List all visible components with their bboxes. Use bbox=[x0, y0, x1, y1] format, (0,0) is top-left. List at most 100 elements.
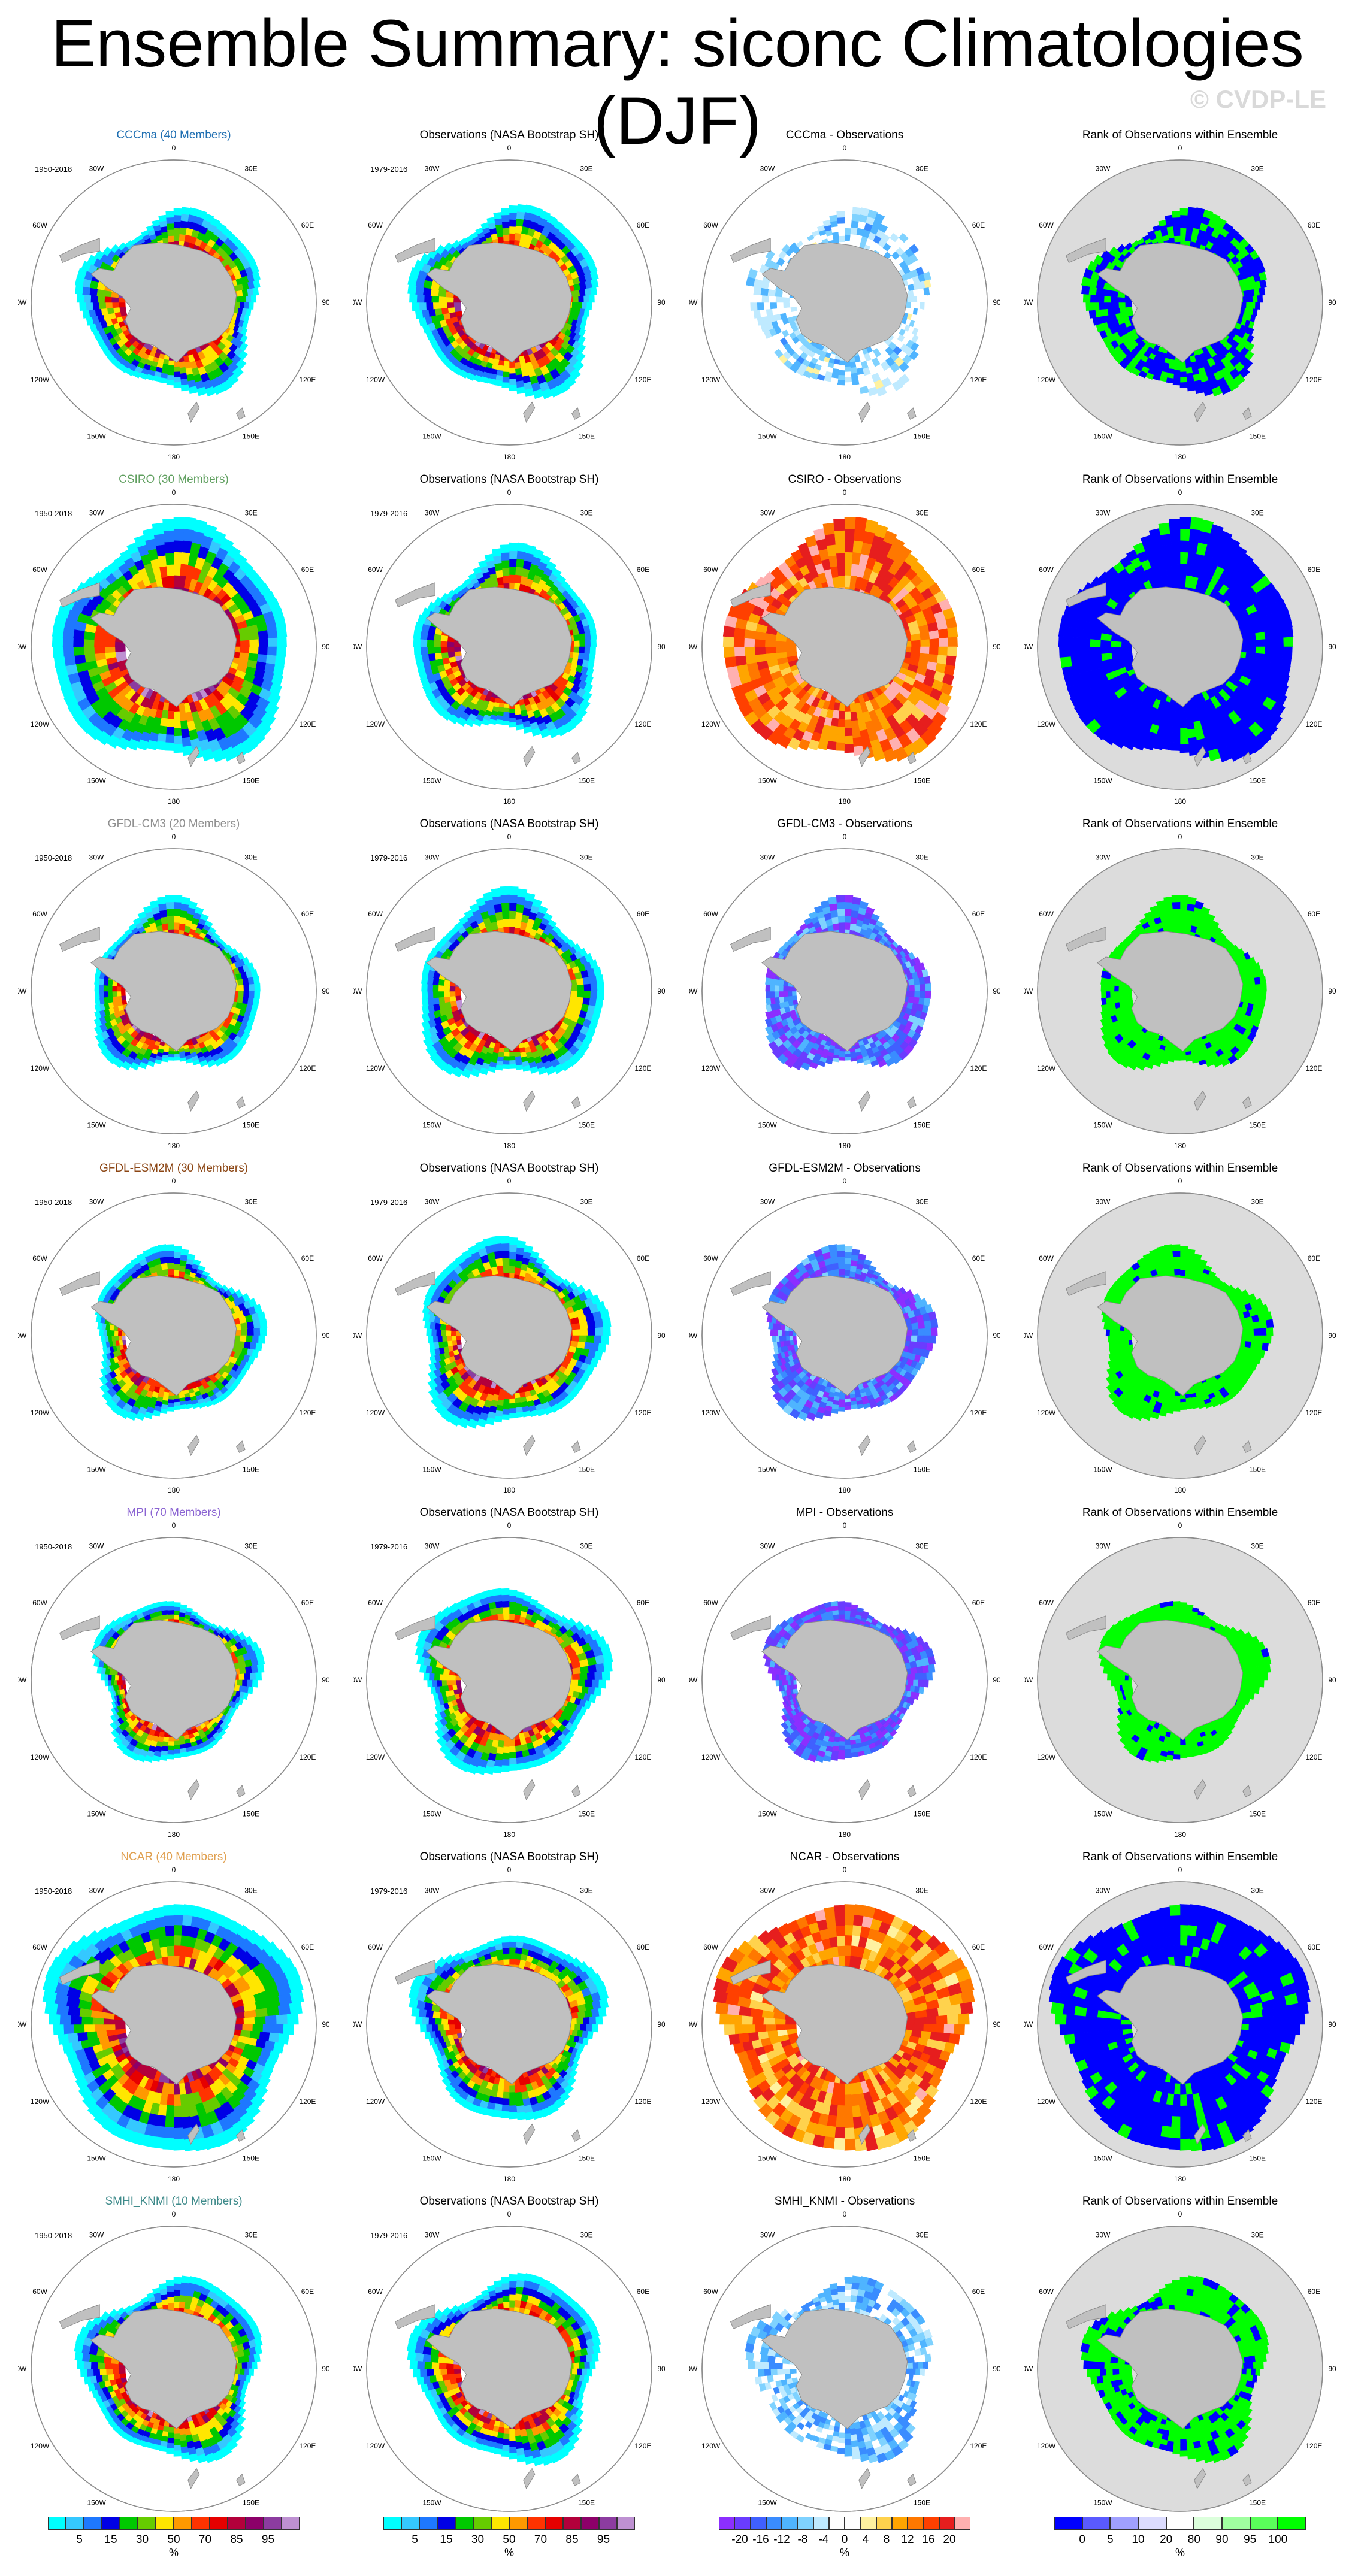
sea-ice-cell bbox=[745, 276, 755, 287]
sea-ice-cell bbox=[415, 310, 424, 319]
polar-map: 030E60E90E120E150E180150W120W90W60W30W bbox=[689, 488, 1000, 806]
sea-ice-cell bbox=[552, 925, 561, 934]
sea-ice-cell bbox=[1218, 530, 1233, 545]
map-outline bbox=[1037, 504, 1323, 790]
sea-ice-cell bbox=[591, 279, 599, 288]
panel-title: Observations (NASA Bootstrap SH) bbox=[419, 818, 599, 830]
sea-ice-cell bbox=[1070, 693, 1085, 708]
sea-ice-cell bbox=[419, 302, 427, 311]
sea-ice-cell bbox=[168, 360, 174, 366]
antarctica-land bbox=[1097, 242, 1244, 363]
sea-ice-cell bbox=[577, 991, 585, 998]
sea-ice-cell bbox=[173, 221, 182, 229]
sea-ice-cell bbox=[179, 711, 187, 722]
sea-ice-cell bbox=[1179, 540, 1190, 553]
sea-ice-cell bbox=[167, 374, 174, 381]
sea-ice-cell bbox=[173, 719, 182, 729]
sea-ice-cell bbox=[745, 654, 757, 665]
sea-ice-cell bbox=[548, 727, 560, 738]
sea-ice-cell bbox=[425, 302, 434, 310]
sea-ice-cell bbox=[1131, 240, 1139, 248]
sea-ice-cell bbox=[173, 1051, 180, 1055]
sea-ice-cell bbox=[114, 646, 126, 652]
antarctica-land bbox=[426, 242, 573, 363]
sea-ice-cell bbox=[548, 919, 557, 928]
sea-ice-cell bbox=[1166, 226, 1175, 233]
sea-ice-cell bbox=[509, 385, 518, 391]
sea-ice-cell bbox=[509, 713, 516, 719]
longitude-label: 30E bbox=[915, 509, 928, 517]
sea-ice-cell bbox=[1109, 246, 1118, 256]
sea-ice-cell bbox=[1173, 235, 1181, 243]
sea-ice-cell bbox=[438, 296, 447, 303]
sea-ice-cell bbox=[1109, 348, 1119, 358]
sea-ice-cell bbox=[532, 898, 542, 908]
sea-ice-cell bbox=[733, 637, 745, 647]
sea-ice-cell bbox=[173, 516, 186, 529]
sea-ice-cell bbox=[164, 742, 174, 751]
sea-ice-cell bbox=[850, 711, 858, 722]
sea-ice-cell bbox=[838, 370, 845, 376]
sea-ice-cell bbox=[772, 308, 779, 316]
sea-ice-cell bbox=[588, 295, 595, 303]
sea-ice-cell bbox=[77, 268, 87, 279]
sea-ice-cell bbox=[773, 246, 783, 256]
sea-ice-cell bbox=[165, 553, 174, 565]
tasmania-land bbox=[236, 1096, 246, 1109]
sea-ice-cell bbox=[854, 517, 868, 531]
sea-ice-cell bbox=[1171, 553, 1181, 565]
sea-ice-cell bbox=[509, 233, 516, 241]
sea-ice-cell bbox=[440, 646, 448, 653]
sea-ice-cell bbox=[419, 631, 428, 640]
sea-ice-cell bbox=[274, 655, 286, 667]
sea-ice-cell bbox=[509, 362, 515, 368]
sea-ice-cell bbox=[419, 638, 428, 647]
longitude-label: 120E bbox=[299, 1064, 316, 1073]
sea-ice-cell bbox=[1100, 646, 1112, 654]
longitude-label: 60W bbox=[368, 565, 383, 574]
sea-ice-cell bbox=[838, 235, 845, 243]
sea-ice-cell bbox=[214, 1057, 224, 1067]
longitude-label: 150E bbox=[578, 776, 595, 785]
sea-ice-cell bbox=[1172, 211, 1181, 218]
longitude-label: 90E bbox=[657, 643, 665, 651]
sea-ice-cell bbox=[82, 310, 90, 319]
longitude-label: 90E bbox=[657, 298, 665, 307]
sea-ice-cell bbox=[240, 640, 250, 647]
sea-ice-cell bbox=[196, 209, 207, 219]
map-panel: Rank of Observations within Ensemble 0 30E… bbox=[1024, 129, 1336, 464]
sea-ice-cell bbox=[824, 533, 836, 546]
sea-ice-cell bbox=[573, 634, 580, 641]
longitude-label: 150W bbox=[87, 776, 106, 785]
sea-ice-cell bbox=[516, 211, 525, 220]
sea-ice-cell bbox=[1241, 302, 1247, 309]
sea-ice-cell bbox=[242, 977, 249, 986]
sea-ice-cell bbox=[948, 637, 958, 647]
sea-ice-cell bbox=[165, 211, 174, 218]
sea-ice-cell bbox=[254, 991, 261, 999]
sea-ice-cell bbox=[1188, 737, 1198, 747]
sea-ice-cell bbox=[838, 575, 845, 588]
south-america-land bbox=[59, 927, 100, 952]
sea-ice-cell bbox=[1179, 382, 1188, 388]
sea-ice-cell bbox=[584, 287, 592, 296]
sea-ice-cell bbox=[1081, 276, 1091, 287]
sea-ice-cell bbox=[95, 1033, 105, 1044]
sea-ice-cell bbox=[859, 386, 869, 395]
sea-ice-cell bbox=[497, 365, 504, 371]
sea-ice-cell bbox=[165, 734, 174, 743]
longitude-label: 120W bbox=[366, 376, 385, 384]
longitude-label: 180 bbox=[503, 797, 515, 806]
sea-ice-cell bbox=[1162, 741, 1172, 750]
sea-ice-cell bbox=[166, 908, 174, 916]
longitude-label: 30W bbox=[760, 165, 775, 173]
sea-ice-cell bbox=[945, 655, 957, 667]
sea-ice-cell bbox=[844, 228, 852, 235]
sea-ice-cell bbox=[53, 615, 67, 628]
sea-ice-cell bbox=[553, 220, 564, 231]
sea-ice-cell bbox=[938, 637, 949, 647]
sea-ice-cell bbox=[938, 646, 948, 656]
south-america-land bbox=[59, 582, 100, 608]
sea-ice-cell bbox=[497, 577, 504, 586]
sea-ice-cell bbox=[844, 371, 852, 378]
